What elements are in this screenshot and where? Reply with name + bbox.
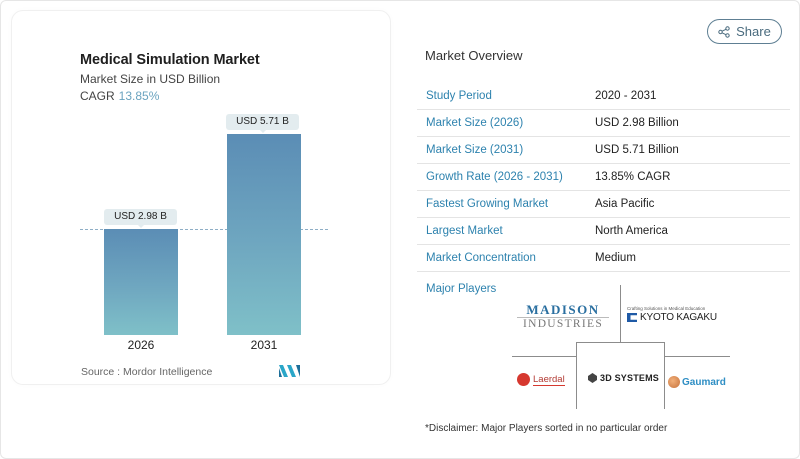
row-value: USD 5.71 Billion — [595, 144, 679, 156]
logo-grid-divider — [664, 356, 730, 357]
x-tick-2031: 2031 — [250, 338, 278, 352]
bar-2026 — [104, 229, 178, 335]
logo-grid-divider — [620, 285, 621, 343]
3d-systems-mark-icon — [588, 373, 597, 383]
laerdal-logo: Laerdal — [517, 373, 565, 386]
gaumard-mark-icon — [668, 376, 680, 388]
data-label-2031: USD 5.71 B — [226, 114, 299, 133]
overview-row: Study Period 2020 - 2031 — [417, 83, 790, 110]
row-key: Largest Market — [426, 225, 503, 237]
madison-line1: MADISON — [526, 302, 600, 317]
row-key: Market Size (2031) — [426, 144, 524, 156]
row-value: 2020 - 2031 — [595, 90, 657, 102]
row-key: Market Size (2026) — [426, 117, 524, 129]
gaumard-logo: Gaumard — [668, 376, 726, 388]
overview-row: Market Concentration Medium — [417, 245, 790, 272]
row-key: Growth Rate (2026 - 2031) — [426, 171, 563, 183]
overview-row: Growth Rate (2026 - 2031) 13.85% CAGR — [417, 164, 790, 191]
bar-2031 — [227, 134, 301, 335]
chart-subtitle: Market Size in USD Billion — [80, 72, 221, 86]
overview-row: Market Size (2026) USD 2.98 Billion — [417, 110, 790, 137]
chart-title: Medical Simulation Market — [80, 52, 260, 68]
overview-row: Largest Market North America — [417, 218, 790, 245]
row-value: Medium — [595, 252, 636, 264]
row-key: Fastest Growing Market — [426, 198, 549, 210]
overview-row: Market Size (2031) USD 5.71 Billion — [417, 137, 790, 164]
kyoto-mark-icon — [627, 313, 637, 322]
gaumard-name: Gaumard — [682, 376, 726, 388]
laerdal-name: Laerdal — [533, 373, 565, 386]
share-label: Share — [736, 24, 771, 39]
row-value: USD 2.98 Billion — [595, 117, 679, 129]
logo-grid-box — [576, 342, 665, 409]
chart-card — [11, 10, 391, 385]
major-players-title: Major Players — [426, 283, 497, 295]
row-value: Asia Pacific — [595, 198, 655, 210]
kyoto-name: KYOTO KAGAKU — [640, 312, 717, 323]
madison-industries-logo: MADISON INDUSTRIES — [517, 303, 609, 331]
cagr-label: CAGR — [80, 89, 115, 103]
x-tick-2026: 2026 — [127, 338, 155, 352]
source-text: Source : Mordor Intelligence — [81, 366, 213, 378]
cagr-value: 13.85% — [118, 89, 160, 103]
overview-title: Market Overview — [425, 48, 523, 63]
3d-systems-name: 3D SYSTEMS — [600, 373, 660, 383]
disclaimer-text: *Disclaimer: Major Players sorted in no … — [425, 423, 668, 434]
logo-grid-divider — [512, 356, 577, 357]
overview-row: Fastest Growing Market Asia Pacific — [417, 191, 790, 218]
overview-table: Study Period 2020 - 2031 Market Size (20… — [417, 83, 790, 272]
share-button[interactable]: Share — [707, 19, 782, 44]
laerdal-mark-icon — [517, 373, 530, 386]
chart-cagr: CAGR 13.85% — [80, 89, 159, 103]
madison-line2: INDUSTRIES — [517, 317, 609, 331]
kyoto-tagline: Crafting Solutions in Medical Education — [627, 306, 706, 311]
kyoto-kagaku-logo: Crafting Solutions in Medical Education … — [627, 306, 727, 323]
data-label-2026: USD 2.98 B — [104, 209, 177, 228]
3d-systems-logo: 3D SYSTEMS — [588, 373, 659, 383]
reference-line — [80, 229, 328, 230]
mordor-logo-icon — [279, 365, 300, 377]
row-key: Market Concentration — [426, 252, 536, 264]
row-value: North America — [595, 225, 668, 237]
row-value: 13.85% CAGR — [595, 171, 671, 183]
share-icon — [718, 25, 730, 38]
row-key: Study Period — [426, 90, 492, 102]
